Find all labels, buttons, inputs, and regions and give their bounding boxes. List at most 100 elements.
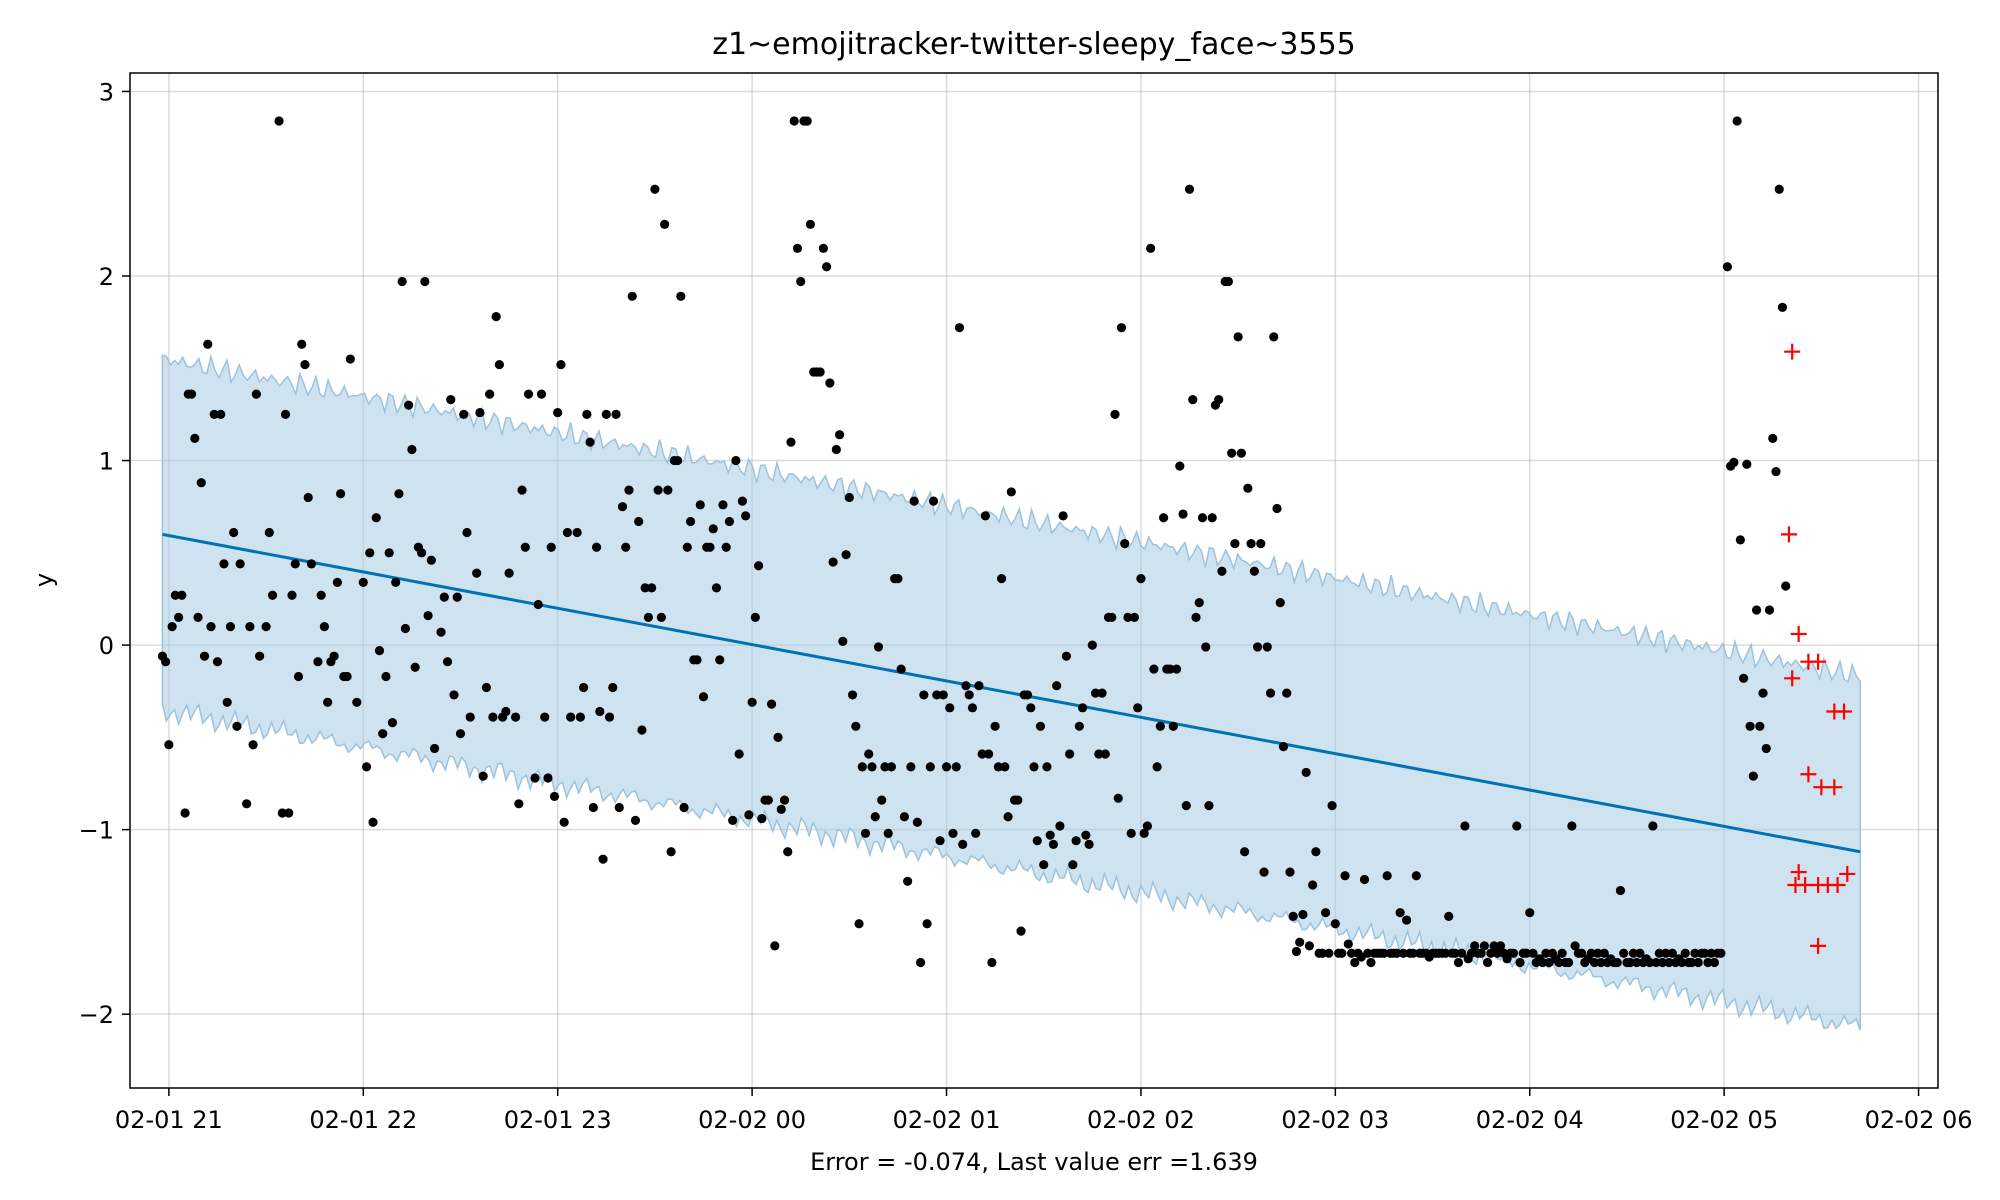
data-point — [1615, 885, 1626, 896]
data-point — [1680, 948, 1690, 958]
data-point — [1048, 839, 1059, 850]
data-point — [332, 577, 342, 587]
future-point — [1790, 864, 1807, 881]
data-point — [961, 681, 971, 691]
data-point — [1664, 957, 1674, 968]
data-point — [915, 957, 926, 968]
data-point — [841, 550, 851, 560]
data-point — [893, 574, 903, 584]
data-point — [1272, 503, 1282, 514]
data-point — [1201, 642, 1211, 652]
data-point — [543, 773, 553, 783]
data-point — [455, 729, 466, 739]
data-point — [614, 802, 624, 813]
data-point — [825, 378, 835, 388]
data-point — [595, 706, 605, 717]
data-point — [598, 854, 608, 864]
data-point — [1761, 743, 1771, 754]
data-point — [1288, 911, 1298, 921]
data-point — [381, 671, 391, 682]
data-point — [1032, 836, 1042, 846]
data-point — [1346, 948, 1357, 958]
data-point — [698, 692, 709, 702]
data-point — [964, 690, 974, 700]
data-point — [996, 574, 1007, 584]
data-point — [1402, 915, 1412, 925]
data-point — [358, 577, 368, 587]
data-point — [1486, 948, 1496, 958]
data-point — [1052, 681, 1062, 691]
data-point — [1700, 948, 1710, 958]
data-point — [1382, 871, 1392, 881]
data-point — [792, 243, 803, 253]
data-point — [1087, 640, 1097, 650]
data-point — [1042, 762, 1052, 772]
x-tick-label: 02-02 01 — [893, 1106, 1001, 1134]
data-point — [1557, 948, 1567, 958]
data-point — [1045, 830, 1055, 840]
data-point — [805, 219, 816, 229]
data-point — [1074, 721, 1084, 731]
data-point — [786, 437, 796, 447]
data-point — [439, 592, 449, 602]
data-point — [666, 847, 676, 857]
x-tick-label: 02-01 23 — [504, 1106, 612, 1134]
data-point — [1716, 948, 1726, 958]
data-point — [540, 712, 550, 722]
data-point — [400, 623, 411, 634]
x-tick-label: 02-02 03 — [1281, 1106, 1389, 1134]
data-point — [423, 610, 433, 621]
data-point — [1330, 919, 1340, 929]
data-point — [611, 409, 621, 420]
data-point — [190, 433, 200, 443]
data-point — [656, 612, 666, 623]
data-point — [248, 740, 258, 750]
data-point — [1648, 821, 1658, 831]
data-point — [1301, 767, 1311, 778]
data-point — [1450, 948, 1460, 958]
data-point — [1230, 538, 1240, 549]
data-point — [170, 590, 180, 600]
data-point — [1340, 871, 1350, 881]
data-point — [941, 762, 952, 772]
data-point — [520, 542, 530, 552]
data-point — [1755, 721, 1765, 731]
data-point — [1055, 821, 1065, 831]
data-point — [303, 492, 313, 503]
data-point — [1317, 948, 1327, 958]
data-point — [1321, 908, 1331, 918]
data-point — [630, 815, 641, 826]
data-point — [1690, 948, 1700, 958]
data-point — [1528, 948, 1538, 958]
data-point — [1090, 688, 1101, 698]
data-point — [293, 671, 304, 682]
future-points — [1780, 343, 1856, 954]
data-point — [1525, 908, 1535, 918]
data-point — [588, 802, 598, 813]
data-point — [1489, 941, 1499, 951]
data-point — [368, 817, 378, 827]
data-point — [536, 389, 547, 399]
data-point — [637, 725, 647, 735]
data-point — [212, 657, 223, 667]
data-point — [1006, 487, 1016, 497]
data-point — [1291, 946, 1302, 957]
data-point — [844, 492, 854, 503]
data-point — [1227, 448, 1237, 458]
data-point — [420, 276, 430, 287]
grid — [130, 73, 1938, 1088]
data-point — [1774, 184, 1784, 194]
data-point — [1625, 957, 1635, 968]
data-point — [1155, 721, 1165, 731]
data-point — [196, 478, 206, 488]
data-point — [1541, 948, 1551, 958]
data-point — [1269, 332, 1279, 342]
data-point — [1022, 690, 1033, 700]
data-point — [1645, 957, 1655, 968]
data-point — [1483, 957, 1493, 968]
data-point — [465, 712, 475, 722]
data-point — [971, 828, 981, 838]
data-point — [647, 583, 657, 593]
data-point — [209, 409, 219, 420]
data-point — [731, 455, 741, 466]
